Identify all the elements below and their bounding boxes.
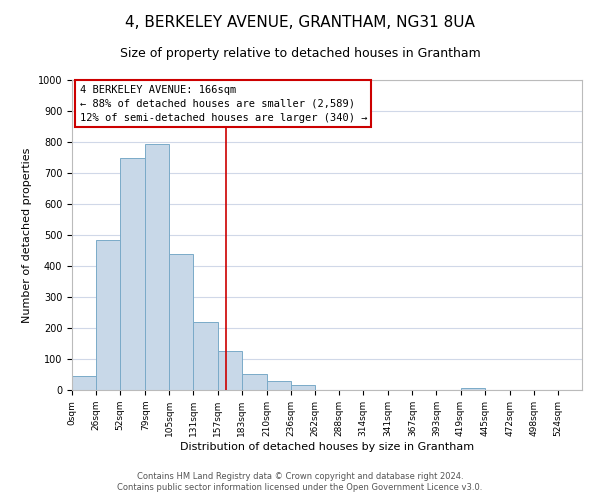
Bar xyxy=(267,382,291,390)
Bar xyxy=(193,322,218,390)
X-axis label: Distribution of detached houses by size in Grantham: Distribution of detached houses by size … xyxy=(180,442,474,452)
Text: Contains HM Land Registry data © Crown copyright and database right 2024.: Contains HM Land Registry data © Crown c… xyxy=(137,472,463,481)
Bar xyxy=(169,254,193,390)
Bar xyxy=(145,144,169,390)
Bar xyxy=(242,374,267,390)
Bar xyxy=(72,376,96,390)
Text: 4, BERKELEY AVENUE, GRANTHAM, NG31 8UA: 4, BERKELEY AVENUE, GRANTHAM, NG31 8UA xyxy=(125,15,475,30)
Bar xyxy=(291,386,315,390)
Bar xyxy=(120,158,145,390)
Text: Contains public sector information licensed under the Open Government Licence v3: Contains public sector information licen… xyxy=(118,484,482,492)
Text: 4 BERKELEY AVENUE: 166sqm
← 88% of detached houses are smaller (2,589)
12% of se: 4 BERKELEY AVENUE: 166sqm ← 88% of detac… xyxy=(80,84,367,122)
Bar xyxy=(218,351,242,390)
Text: Size of property relative to detached houses in Grantham: Size of property relative to detached ho… xyxy=(119,48,481,60)
Y-axis label: Number of detached properties: Number of detached properties xyxy=(22,148,32,322)
Bar xyxy=(96,240,120,390)
Bar xyxy=(461,388,485,390)
